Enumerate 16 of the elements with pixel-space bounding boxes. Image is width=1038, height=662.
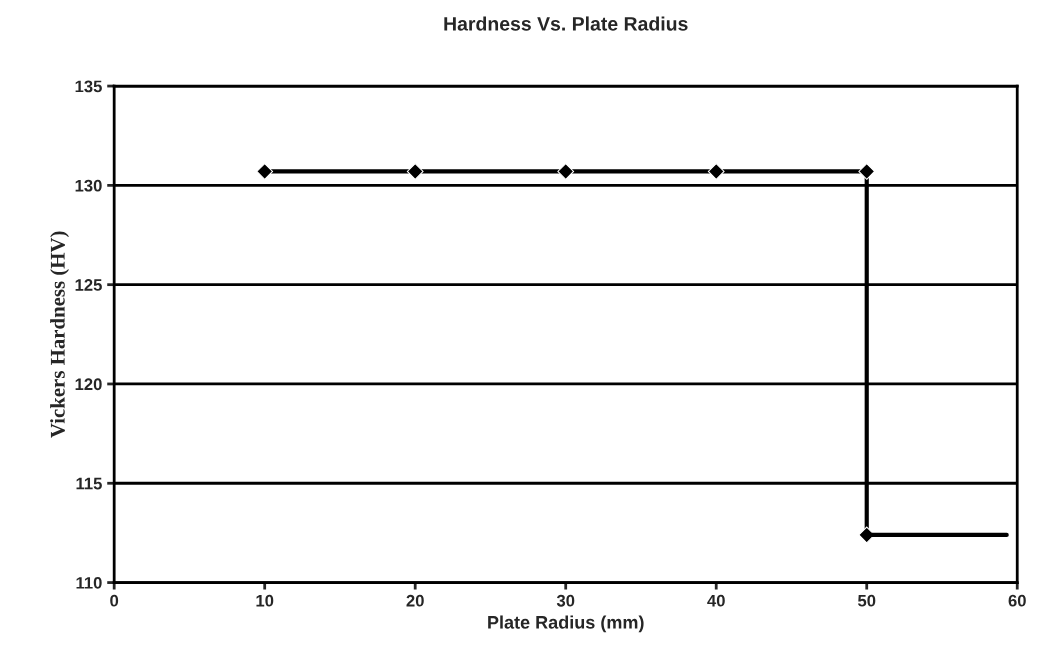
x-axis-title: Plate Radius (mm) — [488, 615, 644, 633]
x-tick-label: 60 — [1008, 594, 1026, 607]
chart-title: Hardness Vs. Plate Radius — [444, 16, 688, 31]
x-tick-label: 10 — [256, 594, 274, 607]
y-tick-label: 135 — [75, 80, 102, 93]
y-tick-label: 110 — [76, 576, 102, 589]
y-tick-label: 115 — [76, 477, 102, 490]
y-axis-title: Vickers Hardness (HV) — [50, 231, 70, 438]
x-tick-label: 20 — [406, 594, 424, 607]
y-tick-label: 130 — [75, 179, 102, 192]
x-tick-label: 30 — [556, 594, 575, 607]
y-tick-label: 125 — [75, 279, 102, 291]
y-tick-label: 120 — [75, 378, 102, 391]
x-tick-label: 40 — [707, 594, 725, 607]
x-tick-label: 50 — [857, 594, 876, 607]
x-tick-label: 0 — [110, 594, 119, 607]
